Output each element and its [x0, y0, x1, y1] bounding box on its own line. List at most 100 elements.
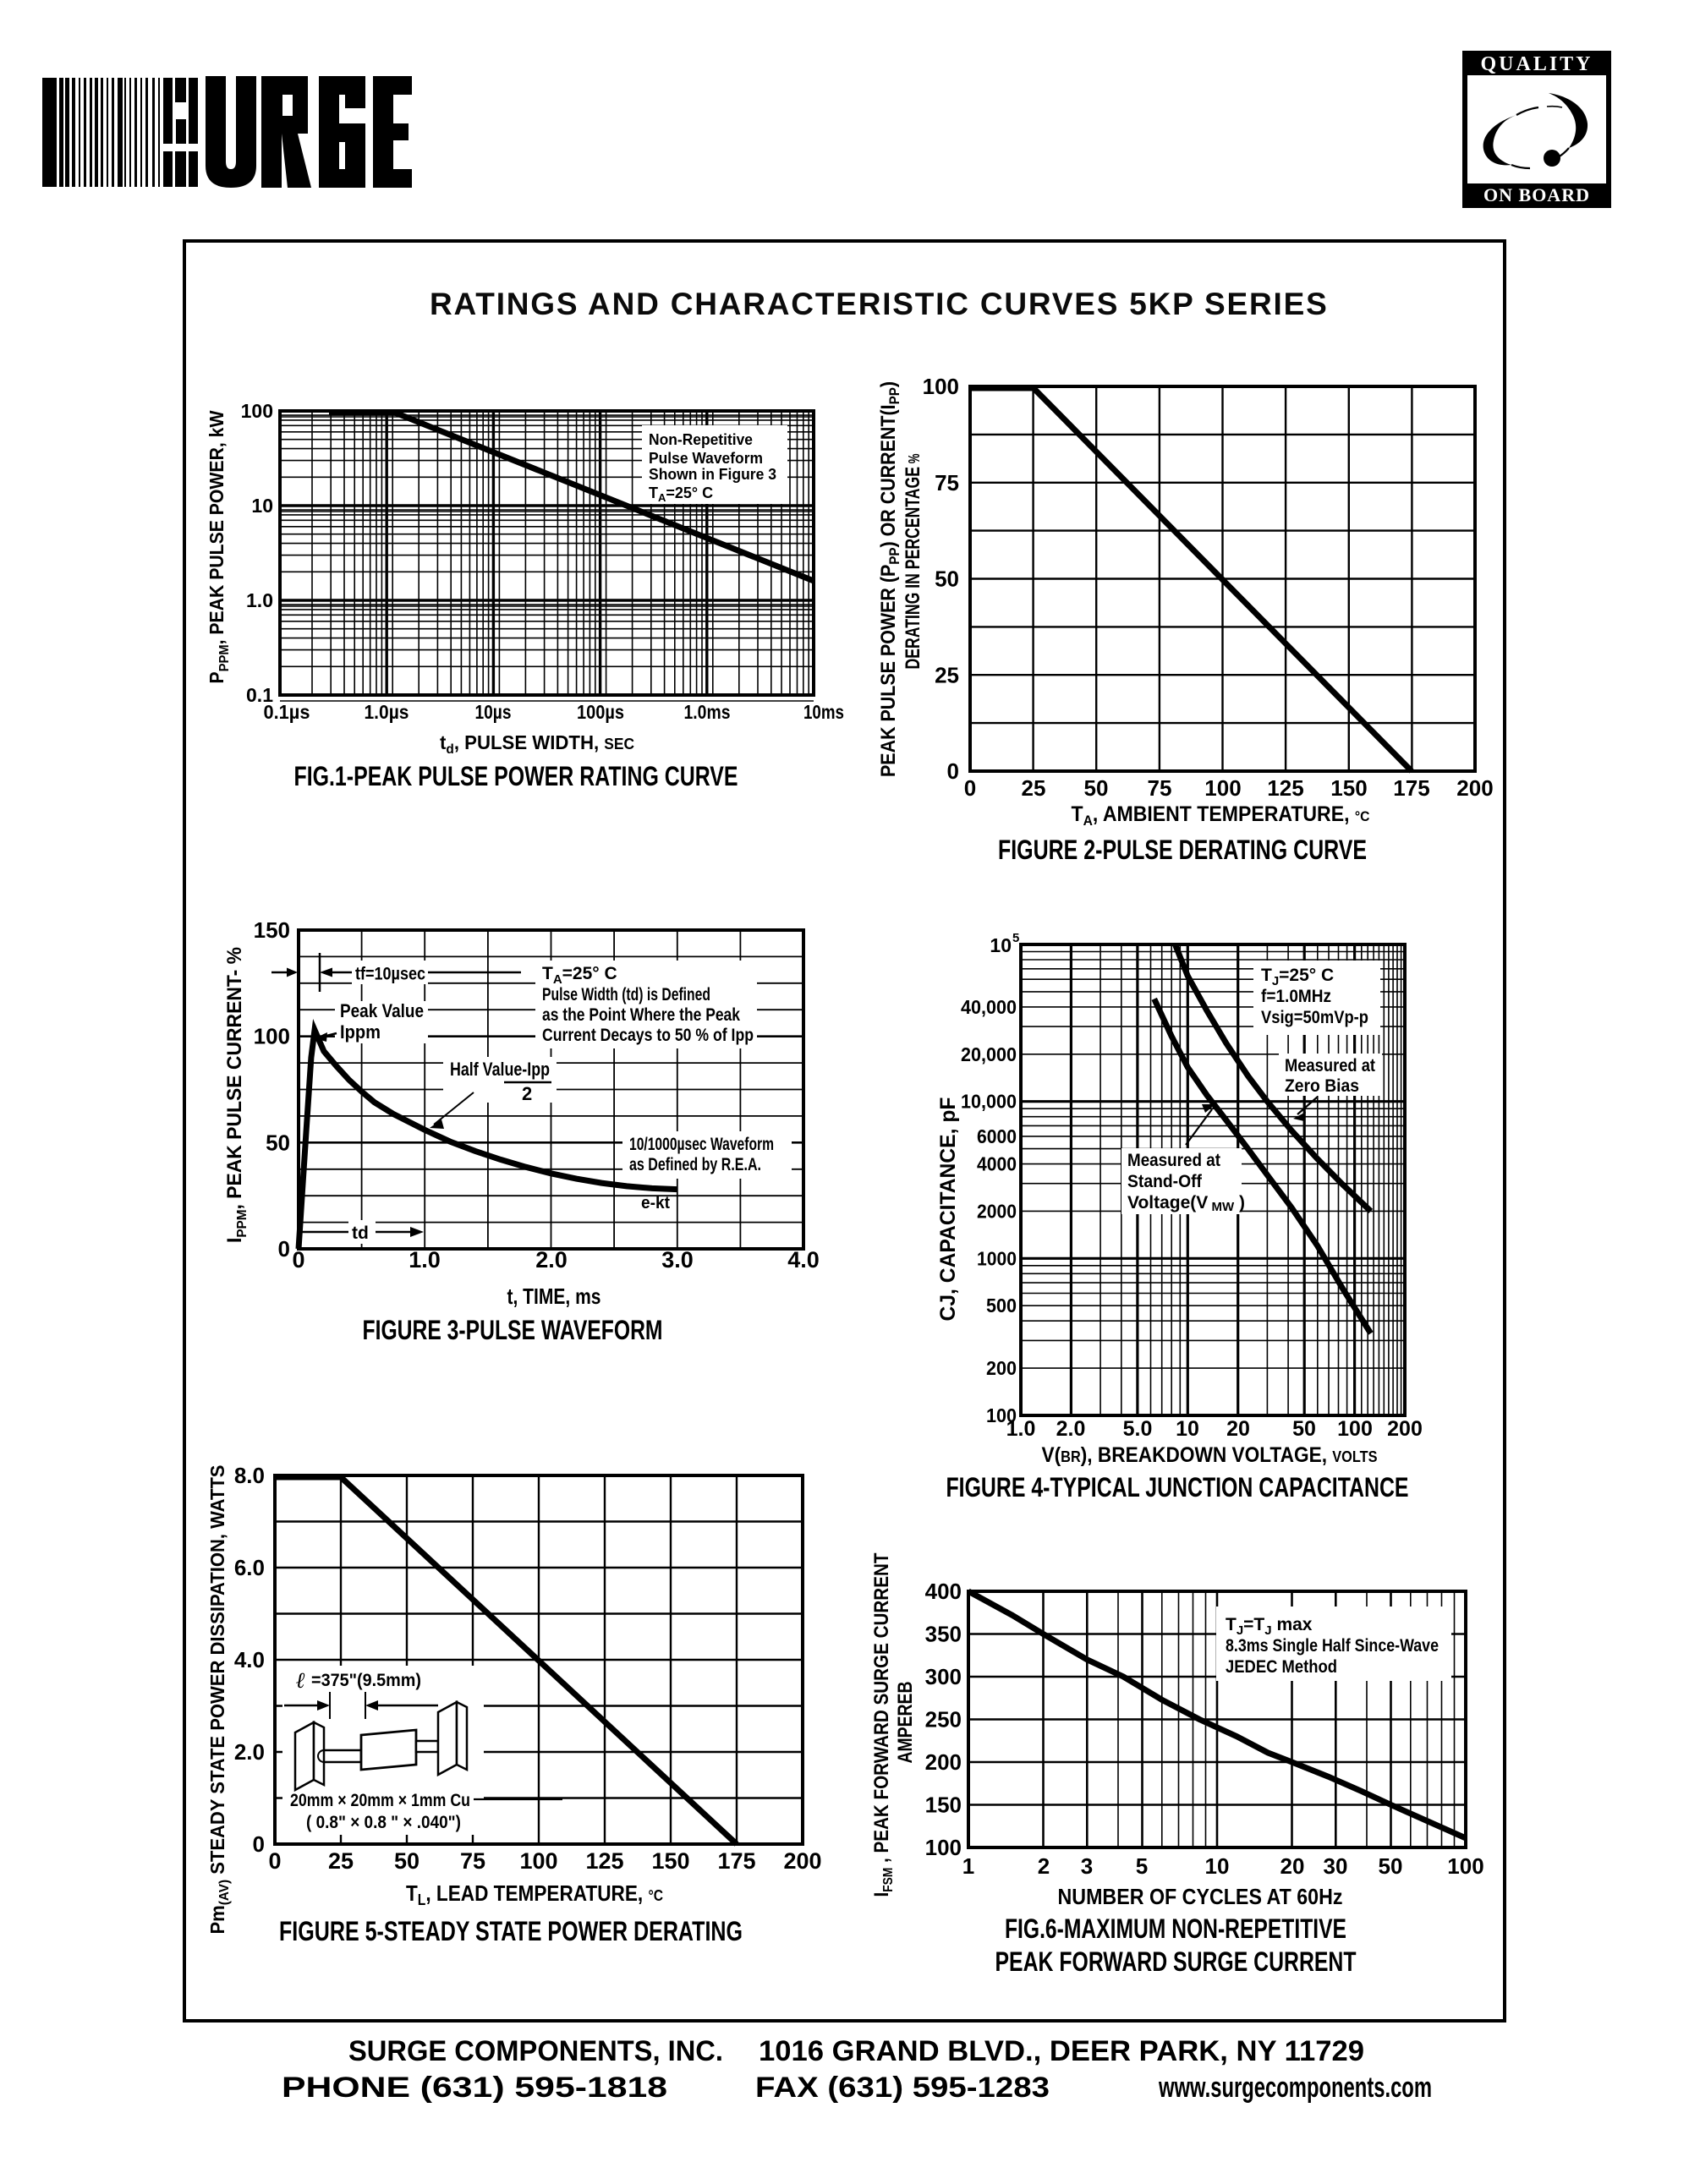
svg-text:1016 GRAND BLVD., DEER PARK, N: 1016 GRAND BLVD., DEER PARK, NY 11729 [759, 2035, 1364, 2067]
svg-text:100: 100 [925, 1835, 962, 1860]
svg-text:4.0: 4.0 [787, 1247, 820, 1273]
svg-text:1.0: 1.0 [246, 589, 273, 611]
svg-text:5: 5 [1136, 1853, 1148, 1879]
svg-text:FIGURE 5-STEADY STATE POWER DE: FIGURE 5-STEADY STATE POWER DERATING [279, 1916, 743, 1946]
svg-text:e-kt: e-kt [641, 1194, 670, 1212]
svg-text:2.0: 2.0 [535, 1247, 568, 1273]
svg-text:4.0: 4.0 [234, 1647, 265, 1672]
svg-text:200: 200 [925, 1749, 962, 1775]
svg-text:150: 150 [1330, 775, 1367, 801]
svg-text:Pulse Waveform: Pulse Waveform [649, 450, 763, 467]
svg-text:0: 0 [268, 1848, 281, 1874]
svg-text:Current Decays to 50 % of Ipp: Current Decays to 50 % of Ipp [542, 1026, 754, 1045]
svg-text:Pm(AV) STEADY STATE POWER DISS: Pm(AV) STEADY STATE POWER DISSIPATION, W… [206, 1465, 232, 1935]
svg-text:( 0.8" × 0.8 " × .040"): ( 0.8" × 0.8 " × .040") [306, 1813, 461, 1832]
svg-text:25: 25 [328, 1848, 354, 1874]
svg-text:3.0: 3.0 [661, 1247, 694, 1273]
svg-text:200: 200 [1387, 1417, 1423, 1441]
svg-text:FAX (631) 595-1283: FAX (631) 595-1283 [755, 2072, 1050, 2104]
svg-text:CJ, CAPACITANCE, pF: CJ, CAPACITANCE, pF [936, 1097, 960, 1322]
svg-text:Peak Value: Peak Value [340, 1000, 424, 1021]
svg-text:PPPM, PEAK PULSE POWER, kW: PPPM, PEAK PULSE POWER, kW [206, 410, 232, 683]
svg-text:10: 10 [251, 495, 273, 517]
svg-text:20,000: 20,000 [961, 1043, 1017, 1065]
svg-text:FIGURE 2-PULSE DERATING CURVE: FIGURE 2-PULSE DERATING CURVE [998, 835, 1367, 865]
svg-text:PEAK FORWARD SURGE CURRENT: PEAK FORWARD SURGE CURRENT [995, 1946, 1357, 1977]
svg-text:ℓ: ℓ [296, 1668, 305, 1693]
svg-text:10µs: 10µs [475, 701, 512, 723]
svg-text:8.3ms Single Half Since-Wave: 8.3ms Single Half Since-Wave [1226, 1636, 1439, 1656]
svg-text:2000: 2000 [977, 1200, 1017, 1222]
svg-text:DERATING IN PERCENTAGE %: DERATING IN PERCENTAGE % [902, 454, 924, 670]
svg-text:100µs: 100µs [577, 701, 624, 723]
svg-text:Measured at: Measured at [1127, 1151, 1220, 1170]
svg-text:tf=10µsec: tf=10µsec [355, 964, 425, 983]
svg-text:500: 500 [986, 1295, 1017, 1316]
svg-text:NUMBER OF CYCLES AT 60Hz: NUMBER OF CYCLES AT 60Hz [1058, 1884, 1343, 1909]
svg-text:as Defined by R.E.A.: as Defined by R.E.A. [629, 1155, 761, 1174]
svg-text:300: 300 [925, 1664, 962, 1689]
svg-text:100: 100 [1204, 775, 1241, 801]
svg-text:V(BR), BREAKDOWN VOLTAGE, VOL: V(BR), BREAKDOWN VOLTAGE, VOLTS [1042, 1443, 1378, 1467]
svg-text:TA, AMBIENT TEMPERATURE, °C: TA, AMBIENT TEMPERATURE, °C [1072, 802, 1370, 829]
svg-text:100: 100 [923, 374, 959, 399]
svg-text:6.0: 6.0 [234, 1555, 265, 1580]
svg-text:100: 100 [241, 400, 273, 422]
svg-text:1.0: 1.0 [409, 1247, 441, 1273]
svg-text:0: 0 [253, 1831, 265, 1857]
svg-text:Shown in Figure 3: Shown in Figure 3 [649, 466, 776, 483]
svg-text:f=1.0MHz: f=1.0MHz [1261, 987, 1331, 1006]
svg-text:FIG.6-MAXIMUM NON-REPETITIVE: FIG.6-MAXIMUM NON-REPETITIVE [1005, 1913, 1346, 1944]
svg-text:IPPM, PEAK PULSE CURRENT- %: IPPM, PEAK PULSE CURRENT- % [223, 947, 250, 1243]
svg-text:100: 100 [254, 1024, 290, 1049]
svg-text:50: 50 [1379, 1853, 1403, 1879]
svg-text:50: 50 [935, 567, 959, 592]
svg-text:10: 10 [1176, 1417, 1199, 1441]
svg-text:10ms: 10ms [803, 701, 844, 723]
svg-text:Pulse Width (td) is Defined: Pulse Width (td) is Defined [542, 985, 710, 1004]
svg-text:400: 400 [925, 1579, 962, 1604]
svg-text:350: 350 [925, 1622, 962, 1647]
svg-text:20: 20 [1226, 1417, 1250, 1441]
svg-text:10: 10 [1205, 1853, 1230, 1879]
svg-text:100: 100 [1337, 1417, 1373, 1441]
svg-text:2.0: 2.0 [1056, 1417, 1086, 1441]
svg-text:100: 100 [986, 1404, 1017, 1426]
svg-text:Vsig=50mVp-p: Vsig=50mVp-p [1261, 1008, 1368, 1027]
svg-text:50: 50 [1292, 1417, 1316, 1441]
svg-text:3: 3 [1081, 1853, 1093, 1879]
svg-text:20mm × 20mm × 1mm Cu: 20mm × 20mm × 1mm Cu [290, 1791, 470, 1810]
svg-text:75: 75 [935, 470, 959, 495]
svg-text:200: 200 [1456, 775, 1493, 801]
svg-text:50: 50 [394, 1848, 420, 1874]
svg-text:td: td [352, 1223, 369, 1243]
svg-text:10/1000µsec Waveform: 10/1000µsec Waveform [629, 1135, 774, 1154]
svg-text:100: 100 [1447, 1853, 1483, 1879]
svg-text:150: 150 [925, 1793, 962, 1818]
svg-text:0: 0 [964, 775, 976, 801]
svg-text:FIG.1-PEAK PULSE POWER RATING: FIG.1-PEAK PULSE POWER RATING CURVE [294, 761, 738, 791]
svg-text:Zero Bias: Zero Bias [1285, 1076, 1359, 1096]
svg-text:JEDEC Method: JEDEC Method [1226, 1657, 1337, 1677]
svg-text:40,000: 40,000 [961, 996, 1017, 1018]
svg-text:2: 2 [1038, 1853, 1050, 1879]
svg-text:TL, LEAD TEMPERATURE, °C: TL, LEAD TEMPERATURE, °C [406, 1880, 663, 1908]
svg-text:1.0: 1.0 [1006, 1417, 1036, 1441]
svg-text:1.0ms: 1.0ms [684, 701, 731, 723]
svg-text:PEAK PULSE POWER (PPP) OR CURR: PEAK PULSE POWER (PPP) OR CURRENT(IPP) [877, 381, 902, 777]
svg-text:0: 0 [278, 1236, 290, 1262]
svg-text:PHONE (631) 595-1818: PHONE (631) 595-1818 [282, 2072, 667, 2104]
svg-text:td, PULSE WIDTH, SEC: td, PULSE WIDTH, SEC [440, 731, 634, 757]
svg-text:125: 125 [585, 1848, 623, 1874]
svg-text:5: 5 [1012, 931, 1019, 945]
svg-text:Voltage(V MW ): Voltage(V MW ) [1127, 1193, 1245, 1214]
svg-text:25: 25 [935, 662, 959, 687]
svg-text:30: 30 [1324, 1853, 1348, 1879]
svg-text:0.1: 0.1 [246, 684, 273, 706]
svg-text:SURGE COMPONENTS, INC.: SURGE COMPONENTS, INC. [348, 2035, 723, 2067]
svg-text:AMPEREB: AMPEREB [894, 1682, 917, 1764]
svg-text:10,000: 10,000 [961, 1091, 1017, 1113]
svg-text:5.0: 5.0 [1123, 1417, 1153, 1441]
svg-text:200: 200 [783, 1848, 821, 1874]
svg-text:125: 125 [1267, 775, 1303, 801]
